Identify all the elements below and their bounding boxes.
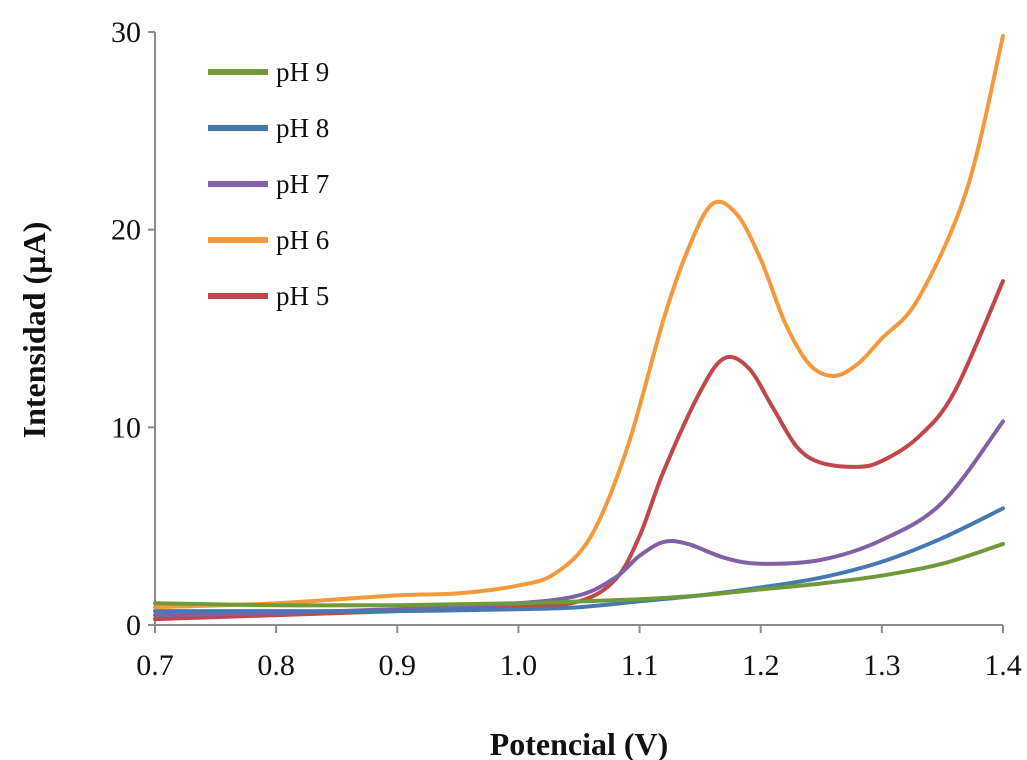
x-tick-label: 1.1 (621, 649, 659, 682)
legend-label-ph-5: pH 5 (276, 281, 329, 311)
series-line-ph-5 (153, 279, 1005, 622)
x-tick-label: 1.2 (742, 649, 780, 682)
x-tick-label: 0.8 (257, 649, 295, 682)
y-axis-title: Intensidad (µA) (16, 222, 52, 439)
x-tick-label: 1.0 (500, 649, 538, 682)
legend-label-ph-9: pH 9 (276, 57, 329, 87)
legend: pH 9 pH 8 pH 7 pH 6 pH 5 (208, 57, 329, 311)
x-tick-label: 1.4 (984, 649, 1022, 682)
legend-label-ph-8: pH 8 (276, 113, 329, 143)
x-tick-label: 1.3 (863, 649, 901, 682)
series-lines (153, 33, 1005, 622)
y-tick-label: 20 (111, 214, 141, 247)
series-line-ph-6 (153, 33, 1005, 610)
series-line-ph-7 (153, 419, 1005, 618)
x-tick-label: 0.9 (379, 649, 417, 682)
x-tick-label: 0.7 (136, 649, 174, 682)
legend-label-ph-6: pH 6 (276, 225, 329, 255)
y-tick-label: 0 (126, 609, 141, 642)
series-line-ph-9 (153, 541, 1005, 608)
x-axis-title: Potencial (V) (490, 726, 669, 760)
chart-axes (154, 32, 1003, 626)
x-axis-ticks: 0.7 0.8 0.9 1.0 1.1 1.2 1.3 1.4 (136, 625, 1022, 682)
y-axis-ticks: 0 10 20 30 (111, 16, 155, 642)
y-tick-label: 10 (111, 411, 141, 444)
y-tick-label: 30 (111, 16, 141, 49)
legend-label-ph-7: pH 7 (276, 169, 329, 199)
